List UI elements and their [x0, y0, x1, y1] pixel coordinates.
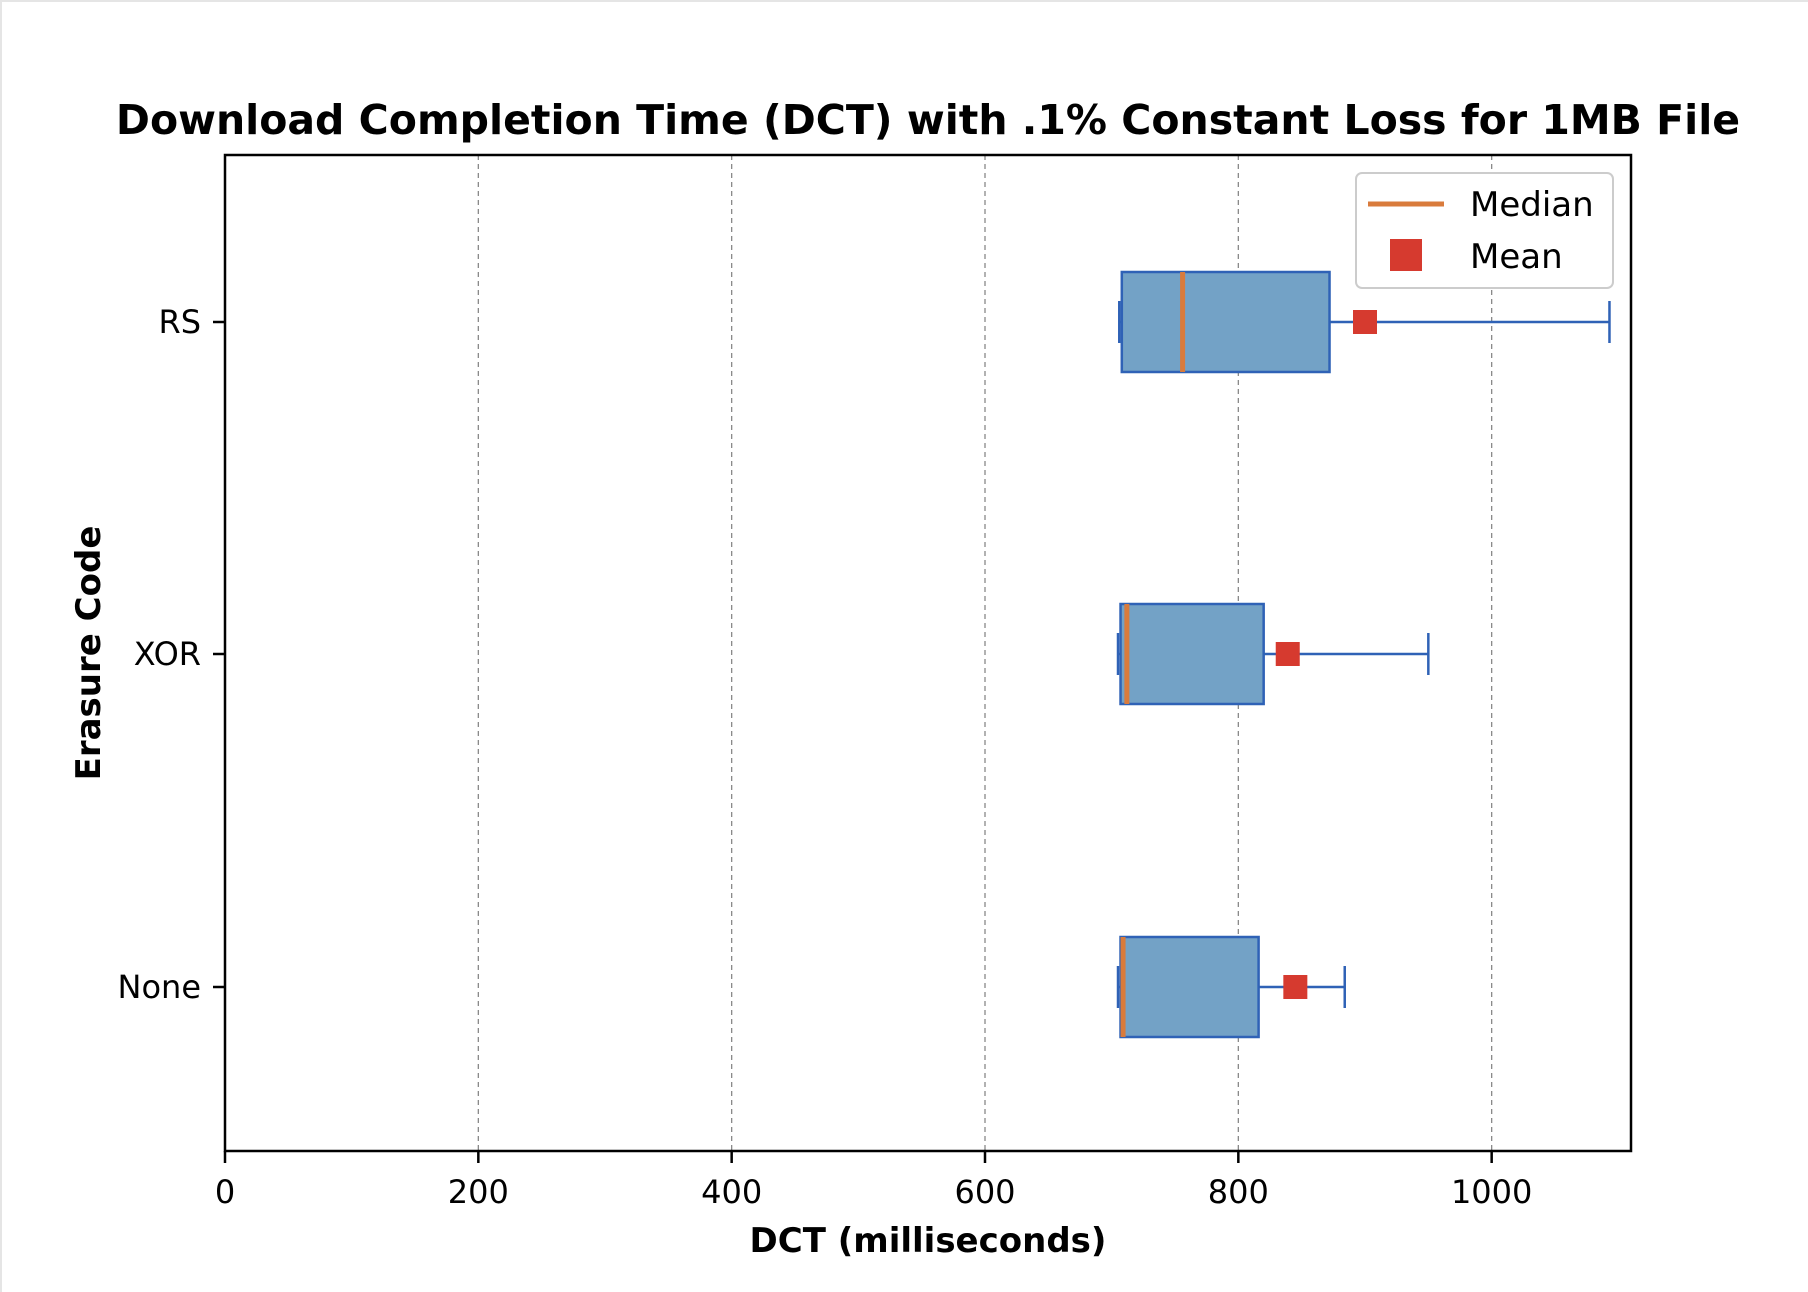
legend-mean-label: Mean: [1470, 237, 1563, 277]
x-tick-label-0: 0: [215, 1173, 235, 1211]
x-tick-label-200: 200: [448, 1173, 509, 1211]
y-axis-ticks: None XOR RS: [118, 303, 225, 1006]
x-tick-label-1000: 1000: [1451, 1173, 1532, 1211]
legend: Median Mean: [1355, 172, 1614, 289]
y-tick-label-xor: XOR: [134, 635, 201, 673]
box-none: [1116, 935, 1346, 1039]
mean-marker-xor: [1275, 642, 1300, 666]
mean-marker-rs: [1353, 310, 1377, 334]
x-tick-label-600: 600: [954, 1173, 1015, 1211]
x-tick-label-800: 800: [1208, 1173, 1269, 1211]
box-rs: [1118, 270, 1611, 374]
y-tick-label-rs: RS: [158, 303, 201, 341]
x-axis-ticks: 0 200 400 600 800 1000: [215, 1151, 1532, 1211]
x-tick-label-400: 400: [701, 1173, 762, 1211]
box-xor: [1116, 602, 1430, 706]
boxes: [1116, 270, 1611, 1039]
iqr-box-none: [1119, 935, 1260, 1039]
legend-mean-swatch: [1390, 239, 1422, 271]
x-axis-label: DCT (milliseconds): [750, 1221, 1107, 1261]
y-tick-label-none: None: [118, 968, 201, 1006]
iqr-box-rs: [1120, 270, 1331, 374]
y-axis-label: Erasure Code: [69, 526, 109, 781]
legend-median-label: Median: [1470, 185, 1594, 225]
chart-title: Download Completion Time (DCT) with .1% …: [116, 96, 1740, 144]
mean-marker-none: [1283, 975, 1308, 999]
iqr-box-xor: [1119, 602, 1265, 706]
